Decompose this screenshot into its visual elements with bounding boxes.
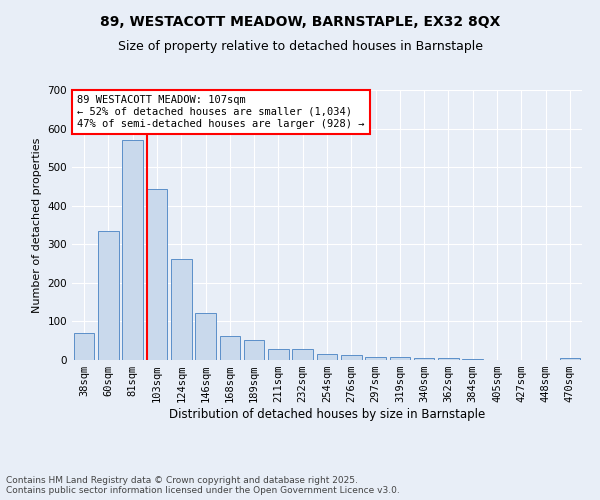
Bar — [389, 358, 410, 360]
Bar — [268, 349, 289, 360]
Bar — [98, 231, 119, 360]
Bar — [244, 340, 265, 360]
Text: Contains HM Land Registry data © Crown copyright and database right 2025.
Contai: Contains HM Land Registry data © Crown c… — [6, 476, 400, 495]
Bar — [365, 358, 386, 360]
Bar — [317, 354, 337, 360]
Text: 89, WESTACOTT MEADOW, BARNSTAPLE, EX32 8QX: 89, WESTACOTT MEADOW, BARNSTAPLE, EX32 8… — [100, 15, 500, 29]
Bar — [220, 336, 240, 360]
Text: 89 WESTACOTT MEADOW: 107sqm
← 52% of detached houses are smaller (1,034)
47% of : 89 WESTACOTT MEADOW: 107sqm ← 52% of det… — [77, 96, 365, 128]
X-axis label: Distribution of detached houses by size in Barnstaple: Distribution of detached houses by size … — [169, 408, 485, 421]
Bar — [122, 140, 143, 360]
Bar — [438, 358, 459, 360]
Bar — [146, 189, 167, 360]
Y-axis label: Number of detached properties: Number of detached properties — [32, 138, 42, 312]
Bar — [292, 349, 313, 360]
Bar — [463, 359, 483, 360]
Bar — [341, 355, 362, 360]
Text: Size of property relative to detached houses in Barnstaple: Size of property relative to detached ho… — [118, 40, 482, 53]
Bar — [560, 358, 580, 360]
Bar — [414, 358, 434, 360]
Bar — [195, 313, 216, 360]
Bar — [74, 333, 94, 360]
Bar — [171, 259, 191, 360]
